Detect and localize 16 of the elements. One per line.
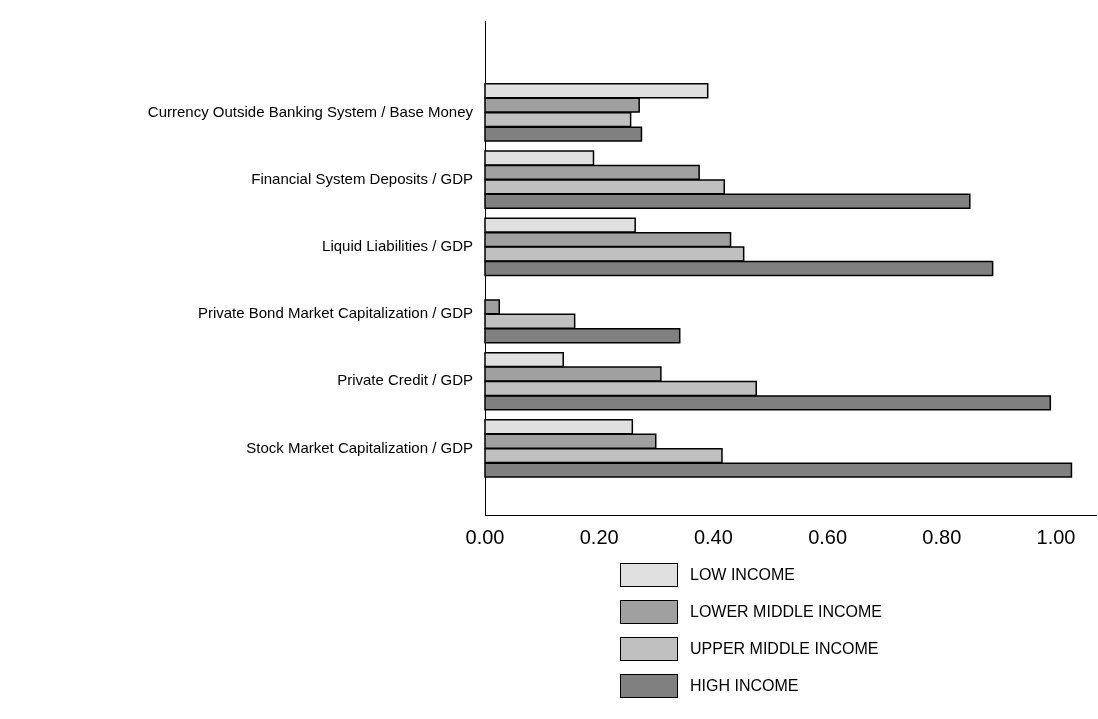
y-tick-label: Private Credit / GDP bbox=[337, 371, 473, 389]
x-tick-label: 0.20 bbox=[579, 525, 619, 548]
y-tick-label: Private Bond Market Capitalization / GDP bbox=[197, 304, 473, 322]
x-tick-label: 0.60 bbox=[808, 525, 848, 548]
y-tick-label: Currency Outside Banking System / Base Money bbox=[147, 102, 474, 120]
y-tick-label: Stock Market Capitalization / GDP bbox=[246, 438, 473, 456]
legend-label: UPPER MIDDLE INCOME bbox=[690, 639, 879, 658]
x-tick-label: 0.00 bbox=[465, 525, 505, 548]
legend-label: LOWER MIDDLE INCOME bbox=[690, 602, 883, 621]
y-tick-label: Liquid Liabilities / GDP bbox=[322, 236, 473, 254]
y-tick-label: Financial System Deposits / GDP bbox=[251, 169, 473, 187]
legend-label: LOW INCOME bbox=[690, 565, 795, 584]
x-tick-label: 1.00 bbox=[1036, 525, 1076, 548]
x-tick-label: 0.40 bbox=[693, 525, 733, 548]
x-tick-label: 0.80 bbox=[922, 525, 962, 548]
legend-label: HIGH INCOME bbox=[690, 676, 799, 695]
